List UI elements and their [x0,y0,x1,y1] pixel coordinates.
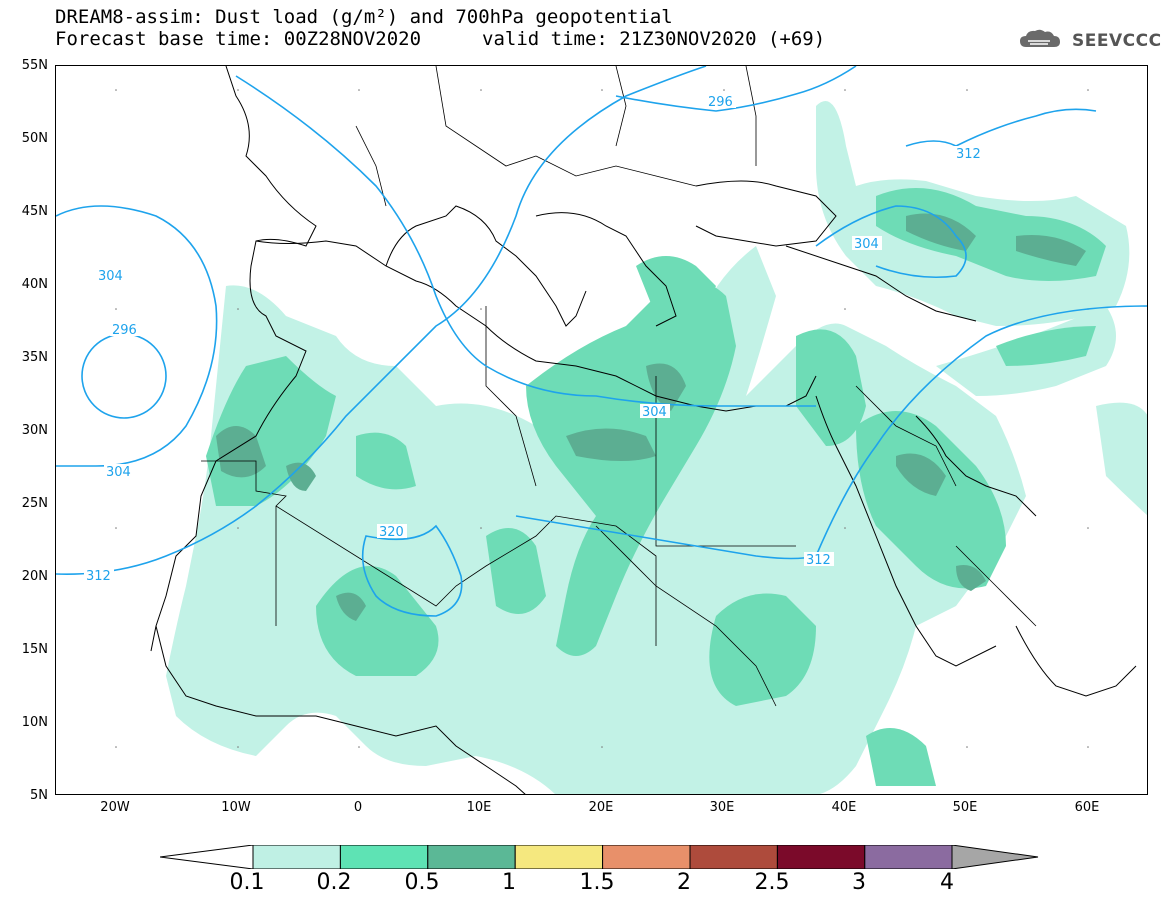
colorbar [159,844,1045,873]
title-line-2-valid-time: valid time: 21Z30NOV2020 (+69) [482,28,826,50]
cloud-icon [1018,27,1068,55]
contour-320 [361,524,463,617]
contour-304-east [815,205,967,279]
colorbar-swatch [339,844,429,870]
title-line-1: DREAM8-assim: Dust load (g/m²) and 700hP… [55,6,673,28]
title-line-2-base-time: Forecast base time: 00Z28NOV2020 [55,28,422,50]
contour-label: 320 [379,525,404,540]
contour-296-north [615,66,857,112]
logo-text: SEEVCCC [1072,31,1162,51]
contour-label: 312 [806,553,831,568]
lat-label: 30N [21,423,48,438]
colorbar-swatch [602,844,691,870]
colorbar-label: 1 [502,870,516,895]
colorbar-label: 0.2 [316,870,352,895]
dust-shading-dark [216,213,1086,621]
contour-312 [56,66,707,575]
lon-label: 40E [831,800,857,815]
contour-label: 312 [86,569,111,584]
lon-label: 10E [466,800,492,815]
lon-label: 10W [221,800,251,815]
contour-304-west [56,205,218,467]
contour-label: 304 [854,237,879,252]
colorbar-right-arrow [951,844,1039,870]
geopotential-contours [56,66,1147,617]
dust-load-map[interactable]: 296 312 304 296 304 304 312 320 304 312 [55,65,1148,795]
colorbar-swatch [776,844,866,870]
colorbar-label: 2 [677,870,691,895]
colorbar-swatch [427,844,516,870]
colorbar-swatch [514,844,604,870]
colorbar-swatches [252,844,953,870]
lat-label: 20N [21,569,48,584]
lat-label: 45N [21,204,48,219]
contour-label: 296 [112,323,137,338]
contour-296-west [81,333,167,419]
colorbar-label: 4 [940,870,954,895]
contour-label: 304 [642,405,667,420]
lon-label: 20W [100,800,130,815]
colorbar-swatch [864,844,953,870]
contour-312-northeast [905,108,1097,147]
colorbar-label: 1.5 [579,870,615,895]
lat-label: 10N [21,715,48,730]
contour-label: 304 [106,465,131,480]
colorbar-label: 2.5 [754,870,790,895]
lat-label: 55N [21,58,48,73]
lat-label: 25N [21,496,48,511]
contour-label: 304 [98,269,123,284]
lat-label: 5N [30,788,48,803]
lon-label: 20E [588,800,614,815]
colorbar-left-arrow [159,844,254,870]
lat-label: 40N [21,277,48,292]
lon-label: 50E [952,800,978,815]
contour-labels: 296 312 304 296 304 304 312 320 304 312 [84,94,984,584]
lon-label: 30E [709,800,735,815]
contour-304-med [235,75,816,407]
lon-label: 60E [1074,800,1100,815]
lat-label: 15N [21,642,48,657]
contour-label: 312 [956,147,981,162]
lat-label: 35N [21,350,48,365]
lat-label: 50N [21,131,48,146]
contour-312-south [515,305,1147,560]
colorbar-label: 0.5 [404,870,440,895]
dust-shading-mid [206,188,1106,786]
colorbar-swatch [689,844,778,870]
grid-dots [115,89,1089,748]
colorbar-label: 0.1 [229,870,265,895]
lon-label: 0 [353,800,363,815]
contour-label: 296 [708,95,733,110]
colorbar-label: 3 [852,870,866,895]
seevccc-logo: SEEVCCC [1018,27,1162,55]
coastlines [150,66,1137,794]
colorbar-swatch [252,844,341,870]
